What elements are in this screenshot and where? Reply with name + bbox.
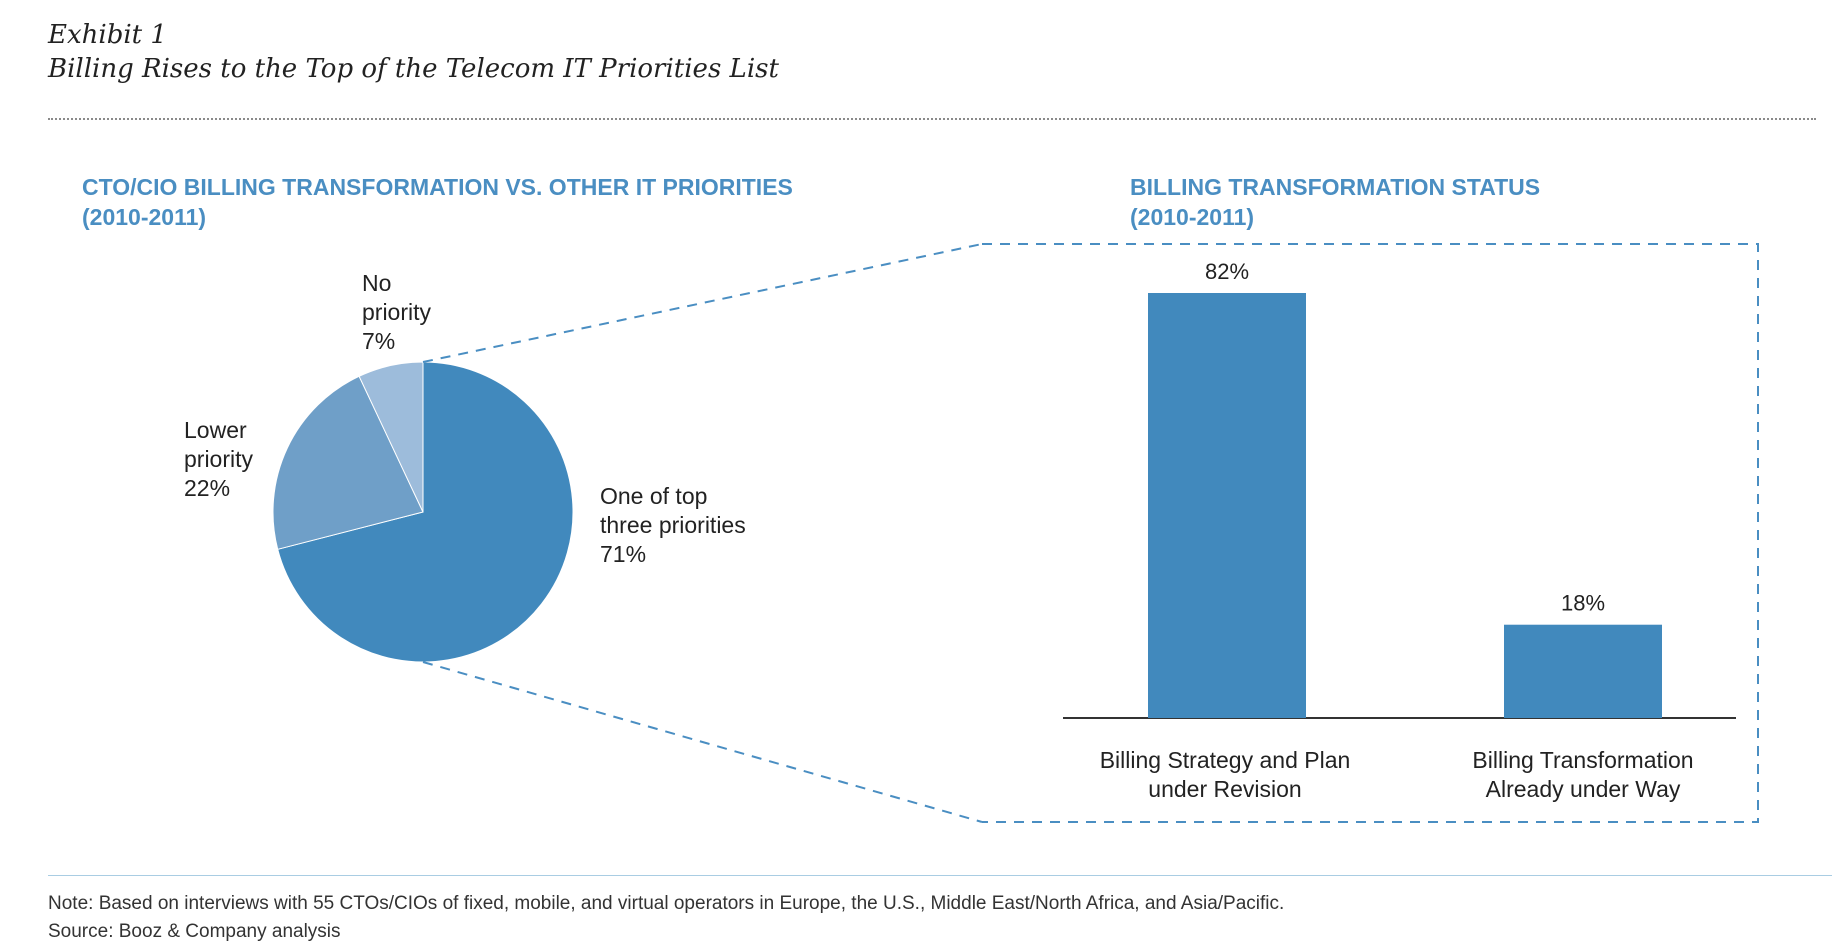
- note-text: Note: Based on interviews with 55 CTOs/C…: [48, 893, 1285, 914]
- pie-label-top-three-line1: One of top: [600, 483, 707, 509]
- pie-label-lower-priority-line2: priority: [184, 446, 254, 472]
- bar-category-transformation-underway-line2: Already under Way: [1486, 776, 1681, 802]
- pie-label-top-three-line2: three priorities: [600, 512, 746, 538]
- pie-chart-title: CTO/CIO BILLING TRANSFORMATION VS. OTHER…: [82, 172, 793, 232]
- bar-value-transformation-underway: 18%: [1561, 591, 1605, 616]
- bar-category-strategy-revision-line2: under Revision: [1148, 776, 1301, 802]
- callout-box: [982, 243, 1759, 823]
- bar-chart-title-line2: (2010-2011): [1130, 204, 1255, 230]
- bar-category-strategy-revision-line1: Billing Strategy and Plan: [1100, 747, 1351, 773]
- bar-strategy-revision: [1148, 293, 1306, 718]
- pie-slice-lower-priority: [272, 375, 424, 550]
- pie-label-lower-priority-line1: Lower: [184, 417, 247, 443]
- footer-divider: [48, 875, 1832, 876]
- pie-label-no-priority-line3: 7%: [362, 328, 395, 354]
- dotted-divider: [48, 118, 1816, 120]
- bar-chart-title-line1: BILLING TRANSFORMATION STATUS: [1130, 174, 1541, 200]
- bar-transformation-underway: [1504, 624, 1662, 718]
- pie-label-no-priority-line1: No: [362, 270, 391, 296]
- pie-chart-title-line1: CTO/CIO BILLING TRANSFORMATION VS. OTHER…: [82, 174, 793, 200]
- pie-slice-no-priority: [358, 361, 424, 513]
- bar-value-strategy-revision: 82%: [1205, 259, 1249, 284]
- source-text: Source: Booz & Company analysis: [48, 921, 341, 942]
- bar-category-transformation-underway-line1: Billing Transformation: [1472, 747, 1693, 773]
- pie-chart-title-line2: (2010-2011): [82, 204, 207, 230]
- exhibit-label: Exhibit 1: [48, 20, 167, 50]
- pie-label-top-three-line3: 71%: [600, 541, 646, 567]
- callout-connector-top: [422, 243, 983, 363]
- pie-slice-top-three: [277, 361, 574, 663]
- bar-chart-title: BILLING TRANSFORMATION STATUS (2010-2011…: [1130, 172, 1540, 232]
- exhibit-title: Billing Rises to the Top of the Telecom …: [48, 54, 779, 84]
- pie-label-no-priority-line2: priority: [362, 299, 432, 325]
- pie-label-lower-priority-line3: 22%: [184, 475, 230, 501]
- callout-connector-bottom: [422, 661, 983, 823]
